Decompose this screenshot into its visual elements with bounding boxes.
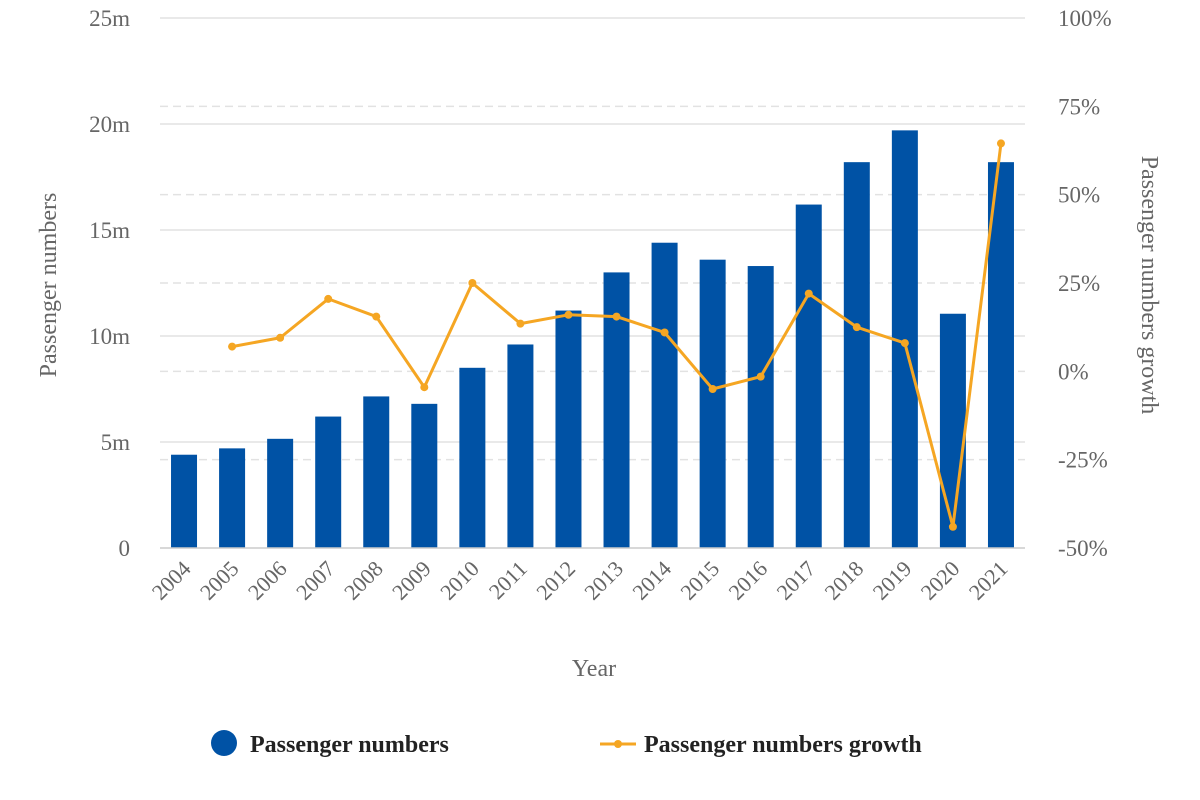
x-tick-label: 2007 — [291, 556, 340, 605]
x-tick-label: 2020 — [916, 556, 965, 605]
x-tick-label: 2010 — [435, 556, 484, 605]
x-tick-label: 2012 — [531, 556, 580, 605]
x-tick-label: 2014 — [627, 556, 676, 605]
y-tick-label: 10m — [89, 324, 130, 349]
growth-point-2017 — [804, 289, 813, 298]
y2-axis-title: Passenger numbers growth — [1136, 156, 1162, 415]
bar-2020 — [939, 313, 966, 548]
legend-item-passenger-numbers[interactable]: Passenger numbers — [211, 730, 449, 758]
growth-point-2019 — [900, 339, 909, 348]
y2-tick-label: 100% — [1058, 6, 1112, 31]
legend-label-passenger-numbers: Passenger numbers — [250, 732, 449, 758]
legend-line-dot — [614, 740, 622, 748]
bar-2012 — [555, 310, 582, 548]
y-axis-title: Passenger numbers — [36, 193, 62, 378]
x-tick-label: 2015 — [675, 556, 724, 605]
bar-2015 — [699, 259, 726, 548]
x-tick-label: 2019 — [868, 556, 917, 605]
growth-point-2018 — [852, 323, 861, 332]
bar-2011 — [507, 344, 534, 548]
bar-2016 — [747, 266, 774, 548]
y2-tick-label: 25% — [1058, 271, 1100, 296]
bar-2010 — [459, 367, 486, 548]
growth-point-2012 — [564, 310, 573, 319]
bar-2004 — [171, 454, 198, 548]
x-tick-label: 2017 — [771, 556, 820, 605]
x-tick-label: 2021 — [964, 556, 1013, 605]
growth-point-2006 — [276, 333, 285, 342]
growth-point-2005 — [228, 342, 237, 351]
bar-series — [171, 130, 1014, 549]
growth-point-2020 — [948, 522, 957, 531]
legend: Passenger numbers Passenger numbers grow… — [211, 730, 922, 758]
growth-point-2011 — [516, 319, 525, 328]
bar-2017 — [795, 204, 822, 548]
growth-point-2010 — [468, 279, 477, 287]
y-tick-label: 0 — [119, 536, 131, 561]
bar-2008 — [363, 396, 390, 548]
line-series — [228, 139, 1005, 531]
x-tick-label: 2005 — [195, 556, 244, 605]
bar-2021 — [987, 162, 1014, 548]
growth-point-2016 — [756, 372, 765, 381]
legend-item-passenger-numbers-growth[interactable]: Passenger numbers growth — [600, 732, 922, 758]
y2-tick-label: 0% — [1058, 359, 1089, 384]
x-tick-label: 2004 — [147, 556, 196, 605]
bar-2018 — [843, 162, 870, 548]
legend-bar-marker — [211, 730, 237, 756]
x-axis-title: Year — [572, 656, 616, 682]
y2-tick-label: 75% — [1058, 94, 1100, 119]
growth-point-2009 — [420, 383, 429, 392]
bar-2005 — [219, 448, 246, 548]
bar-2007 — [315, 416, 342, 548]
growth-point-2013 — [612, 312, 621, 321]
bar-2014 — [651, 242, 678, 548]
x-tick-label: 2006 — [243, 556, 292, 605]
y-tick-label: 20m — [89, 112, 130, 137]
y2-tick-label: -50% — [1058, 536, 1108, 561]
y-tick-label: 5m — [101, 430, 131, 455]
growth-point-2015 — [708, 385, 717, 393]
growth-point-2014 — [660, 328, 669, 337]
x-tick-label: 2009 — [387, 556, 436, 605]
x-tick-label: 2011 — [484, 556, 532, 604]
x-tick-label: 2016 — [723, 556, 772, 605]
growth-point-2007 — [324, 294, 333, 303]
y2-tick-label: 50% — [1058, 183, 1100, 208]
bar-2006 — [267, 438, 294, 548]
y2-tick-label: -25% — [1058, 448, 1108, 473]
x-tick-label: 2008 — [339, 556, 388, 605]
legend-label-passenger-numbers-growth: Passenger numbers growth — [644, 732, 922, 758]
growth-point-2008 — [372, 312, 381, 321]
growth-point-2021 — [996, 139, 1005, 148]
gridlines — [160, 17, 1025, 461]
bar-2009 — [411, 403, 438, 548]
y-tick-label: 15m — [89, 218, 130, 243]
x-tick-label: 2013 — [579, 556, 628, 605]
x-tick-label: 2018 — [820, 556, 869, 605]
y-tick-label: 25m — [89, 6, 130, 31]
